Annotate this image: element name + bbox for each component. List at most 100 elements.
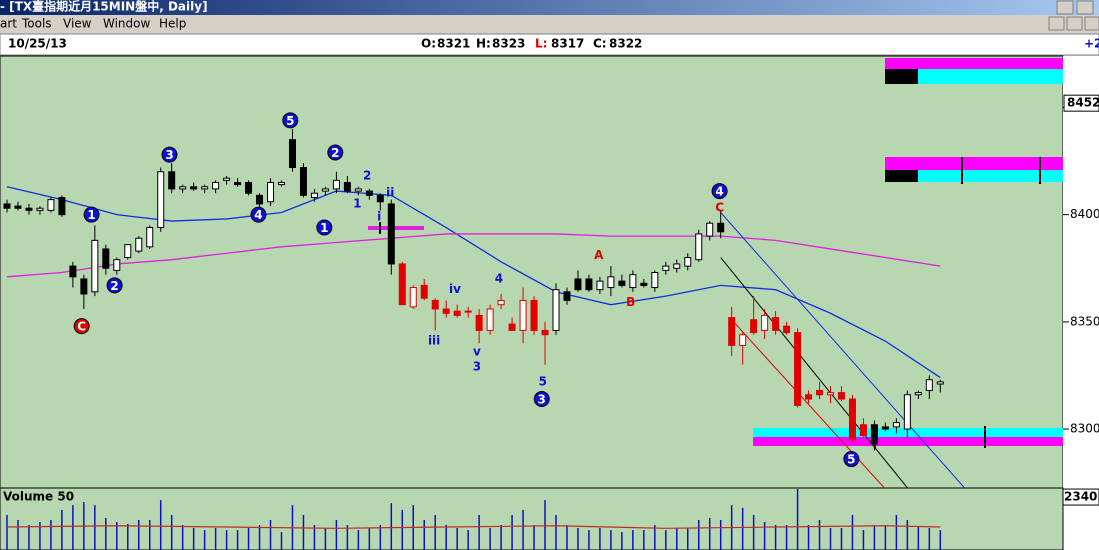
candle-body xyxy=(420,284,428,299)
candle-body xyxy=(717,222,725,233)
candle-body xyxy=(36,207,44,211)
wave-label: 1 xyxy=(320,221,328,235)
candle-body xyxy=(146,227,154,248)
zone xyxy=(885,170,918,182)
candle-body xyxy=(750,319,758,334)
candle-body xyxy=(212,181,220,190)
wave-label: 3 xyxy=(538,393,546,407)
zone xyxy=(885,157,1063,170)
candle-body xyxy=(124,244,132,259)
volume-tick-label: 2340.2 xyxy=(1064,490,1099,504)
field-label: C: xyxy=(593,37,607,51)
candle-body xyxy=(761,314,769,331)
candle-body xyxy=(157,171,165,229)
candle-body xyxy=(321,188,329,192)
candle-body xyxy=(267,181,275,203)
candle-body xyxy=(486,308,494,331)
menu-item[interactable]: Tools xyxy=(21,17,52,31)
menu-item[interactable]: View xyxy=(63,17,92,31)
volume-plot xyxy=(6,489,942,550)
zone xyxy=(368,226,424,230)
candle-body xyxy=(519,299,527,331)
volume-tick-box xyxy=(1062,488,1099,506)
candle-body xyxy=(925,379,933,391)
wave-label: 3 xyxy=(473,359,481,373)
volume-average xyxy=(6,525,941,529)
zone xyxy=(918,69,1063,84)
trendline xyxy=(720,257,909,488)
candle-body xyxy=(596,280,604,291)
candle-body xyxy=(497,299,505,306)
field-label: L: xyxy=(535,37,547,51)
candle-body xyxy=(827,392,834,396)
ohlc: O: 8321 H: 8323 L: 8317 C: 8322 xyxy=(421,37,642,51)
wave-label: iii xyxy=(428,334,440,348)
plot-area xyxy=(0,55,1064,489)
candle-body xyxy=(332,179,340,190)
wave-label: A xyxy=(594,248,604,262)
info-bar xyxy=(0,33,1099,56)
wave-label: 1 xyxy=(353,196,361,210)
candle-body xyxy=(903,394,911,430)
menu-item[interactable]: Window xyxy=(103,17,151,31)
wave-marker xyxy=(250,206,267,223)
candle-body xyxy=(354,188,362,192)
title-bar xyxy=(0,0,1099,15)
candle-body xyxy=(739,334,747,346)
candle-body xyxy=(69,265,77,278)
candle-body xyxy=(365,190,373,196)
candle-body xyxy=(881,426,889,430)
window-title: - [TX臺指期近月15MIN盤中, Daily] xyxy=(0,0,208,14)
candle-body xyxy=(870,424,878,445)
candle-body xyxy=(618,280,626,286)
close-button[interactable] xyxy=(1084,16,1099,31)
candle-body xyxy=(343,181,351,192)
wave-marker xyxy=(327,144,344,161)
wave-label: 2 xyxy=(110,279,118,293)
wave-label: C xyxy=(77,320,86,334)
candle-body xyxy=(310,192,318,198)
candle-body xyxy=(398,263,406,306)
candle-body xyxy=(651,272,659,289)
candle-body xyxy=(552,289,560,331)
wave-marker xyxy=(843,451,860,468)
wave-label: ii xyxy=(386,186,394,200)
restore-button[interactable] xyxy=(1048,16,1065,31)
candle-body xyxy=(848,398,856,441)
candle-body xyxy=(541,329,549,336)
field-value: 8322 xyxy=(609,37,642,51)
menu-item[interactable]: Help xyxy=(159,17,186,31)
menu-bar xyxy=(0,15,1099,34)
maximize-button[interactable] xyxy=(1076,0,1094,15)
candle-body xyxy=(453,310,461,316)
wave-label: 2 xyxy=(363,169,371,183)
minimize-button[interactable] xyxy=(1056,0,1074,15)
volume-title: Volume 50 xyxy=(3,490,74,504)
candle-body xyxy=(14,205,22,209)
wave-label: 4 xyxy=(495,271,503,285)
wave-label: C xyxy=(715,201,724,215)
field-value: 8321 xyxy=(437,37,470,51)
trendline xyxy=(731,319,886,488)
wave-label: 4 xyxy=(715,185,723,199)
y-tick-label: 8350 xyxy=(1070,314,1099,328)
menu-item[interactable]: art xyxy=(0,17,17,31)
candle-body xyxy=(892,422,900,428)
field-value: 8317 xyxy=(551,37,584,51)
candle-body xyxy=(25,207,33,211)
candle-body xyxy=(299,166,307,196)
zone xyxy=(885,69,918,84)
wave-label: 5 xyxy=(847,453,855,467)
candle-body xyxy=(859,424,867,436)
candle-body xyxy=(673,263,681,269)
price-axis xyxy=(1063,56,1099,550)
candle-body xyxy=(706,222,714,237)
candle-body xyxy=(475,314,483,331)
candle-body xyxy=(629,274,637,289)
candle-body xyxy=(288,139,296,168)
wave-marker xyxy=(73,318,90,335)
candle-body xyxy=(47,199,55,211)
candle-body xyxy=(684,257,692,267)
wave-label: 5 xyxy=(539,374,547,388)
restore-button[interactable] xyxy=(1066,16,1083,31)
